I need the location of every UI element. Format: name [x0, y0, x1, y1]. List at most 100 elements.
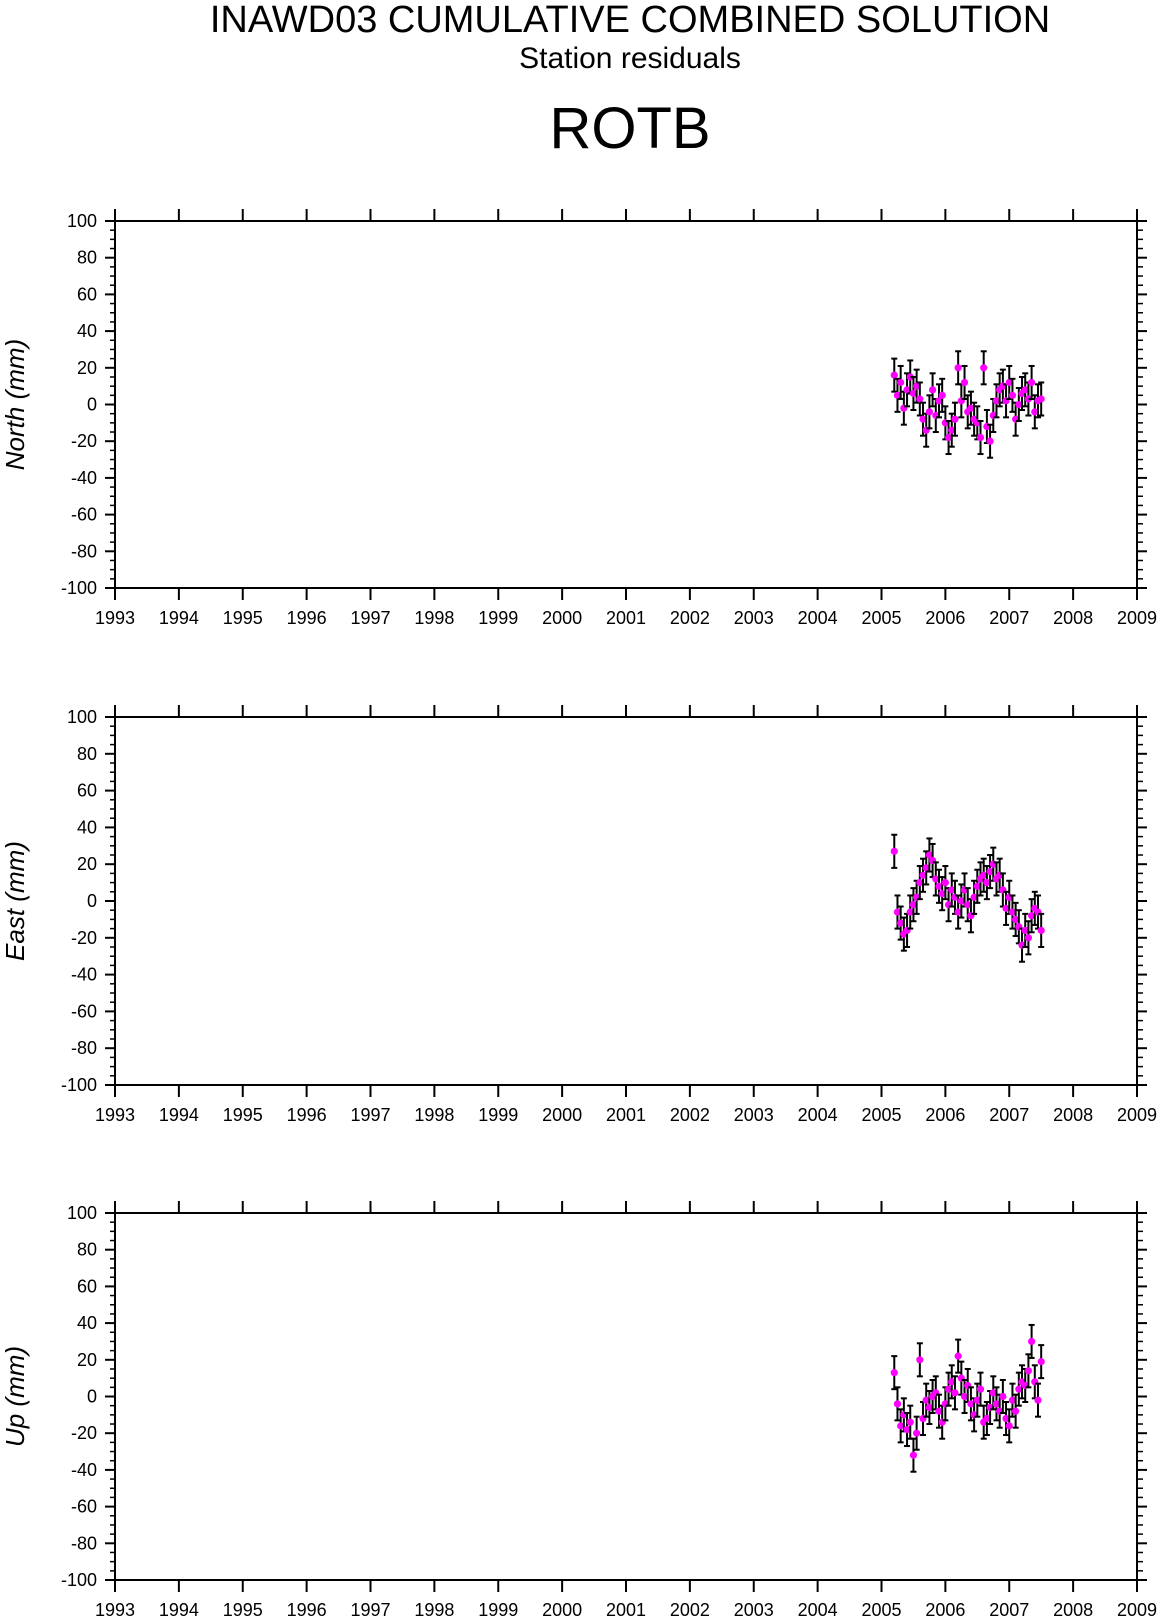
data-point: [983, 879, 991, 887]
station-name: ROTB: [549, 96, 711, 161]
data-point: [1028, 1337, 1036, 1346]
chart-subtitle: Station residuals: [519, 42, 741, 75]
y-axis-label: North (mm): [0, 339, 30, 470]
data-point: [1005, 1422, 1013, 1430]
y-tick-label: 100: [67, 211, 97, 231]
chart-title: INAWD03 CUMULATIVE COMBINED SOLUTION: [209, 0, 1051, 41]
x-tick-label: 2004: [798, 608, 838, 628]
data-point: [1021, 386, 1029, 394]
data-point: [967, 1400, 975, 1408]
x-tick-label: 2005: [861, 1105, 901, 1125]
plot-frame: [114, 220, 1138, 589]
x-tick-label: 2007: [989, 1105, 1029, 1125]
y-tick-label: -60: [71, 1001, 97, 1021]
y-tick-label: -20: [71, 1423, 97, 1443]
x-tick-label: 2001: [606, 1105, 646, 1125]
data-point: [1021, 926, 1029, 935]
data-point: [906, 1418, 914, 1426]
x-tick-label: 1996: [287, 1600, 327, 1620]
data-point: [1024, 1367, 1033, 1375]
data-point: [1028, 912, 1036, 920]
y-tick-label: -40: [71, 468, 97, 488]
data-point: [893, 391, 902, 399]
data-point: [980, 364, 988, 372]
data-point: [951, 415, 959, 423]
data-point: [1005, 378, 1013, 387]
data-point: [973, 882, 981, 890]
x-tick-label: 2003: [734, 1600, 774, 1620]
x-tick-label: 1993: [95, 1105, 135, 1125]
data-point: [948, 426, 956, 434]
data-point: [992, 1400, 1001, 1408]
data-point: [1037, 1358, 1045, 1366]
y-tick-label: -60: [71, 1497, 97, 1517]
data-point: [1028, 378, 1036, 387]
data-point: [893, 908, 902, 916]
plot-frame: [114, 716, 1138, 1086]
data-point: [986, 437, 994, 445]
x-tick-label: 1994: [159, 608, 199, 628]
x-tick-label: 2001: [606, 608, 646, 628]
x-tick-label: 2006: [925, 1105, 965, 1125]
y-tick-label: 40: [77, 817, 97, 837]
x-tick-label: 2009: [1117, 1600, 1157, 1620]
y-tick-label: 0: [87, 395, 97, 415]
data-point: [1002, 904, 1010, 912]
plot-frame: [114, 1212, 1138, 1581]
plot-east: 1993 1994 1995 1996 1997 1998 1999 2000 2001 2002…: [0, 705, 1157, 1125]
data-point: [1015, 400, 1023, 409]
data-point: [916, 1356, 924, 1364]
x-tick-label: 2002: [670, 608, 710, 628]
data-point: [906, 908, 914, 916]
data-point: [983, 1414, 991, 1423]
x-tick-label: 2009: [1117, 608, 1157, 628]
y-axis-label: Up (mm): [0, 1346, 30, 1447]
plot-north: 1993 1994 1995 1996 1997 1998 1999 2000 2001 2002…: [0, 209, 1157, 628]
x-tick-label: 1997: [350, 1105, 390, 1125]
data-point: [938, 391, 946, 399]
y-tick-label: -80: [71, 1533, 97, 1553]
y-tick-label: -100: [61, 578, 97, 598]
data-point: [954, 364, 962, 372]
data-point: [897, 919, 905, 927]
x-tick-label: 2000: [542, 1105, 582, 1125]
x-tick-label: 2007: [989, 608, 1029, 628]
data-point: [909, 389, 918, 398]
data-point: [922, 864, 930, 872]
y-tick-label: 20: [77, 854, 97, 874]
y-axis-label: East (mm): [0, 841, 30, 961]
data-point: [916, 879, 924, 887]
y-tick-label: -40: [71, 1460, 97, 1480]
data-point: [1037, 926, 1045, 935]
x-tick-label: 1994: [159, 1105, 199, 1125]
x-tick-label: 2005: [861, 1600, 901, 1620]
data-point: [932, 875, 940, 883]
data-point: [909, 901, 918, 909]
data-point: [948, 886, 956, 894]
y-tick-label: -20: [71, 431, 97, 451]
x-tick-label: 1993: [95, 1600, 135, 1620]
data-point: [906, 373, 914, 381]
data-point: [944, 1385, 953, 1393]
data-point: [1024, 934, 1033, 942]
y-tick-label: 60: [77, 1276, 97, 1296]
data-point: [897, 378, 905, 387]
y-tick-label: 0: [87, 891, 97, 911]
data-point: [964, 901, 972, 909]
y-tick-label: 80: [77, 248, 97, 268]
y-tick-label: 80: [77, 744, 97, 764]
data-point: [1034, 1396, 1042, 1404]
data-point: [925, 1403, 934, 1412]
x-tick-label: 1998: [414, 1600, 454, 1620]
x-tick-label: 1997: [350, 608, 390, 628]
x-tick-label: 2004: [798, 1600, 838, 1620]
data-point: [897, 1422, 905, 1430]
x-tick-label: 1998: [414, 608, 454, 628]
y-tick-label: 40: [77, 321, 97, 341]
data-point: [960, 378, 969, 387]
data-point: [903, 1425, 911, 1434]
data-point: [941, 879, 949, 887]
x-tick-label: 1998: [414, 1105, 454, 1125]
data-point: [944, 433, 953, 442]
